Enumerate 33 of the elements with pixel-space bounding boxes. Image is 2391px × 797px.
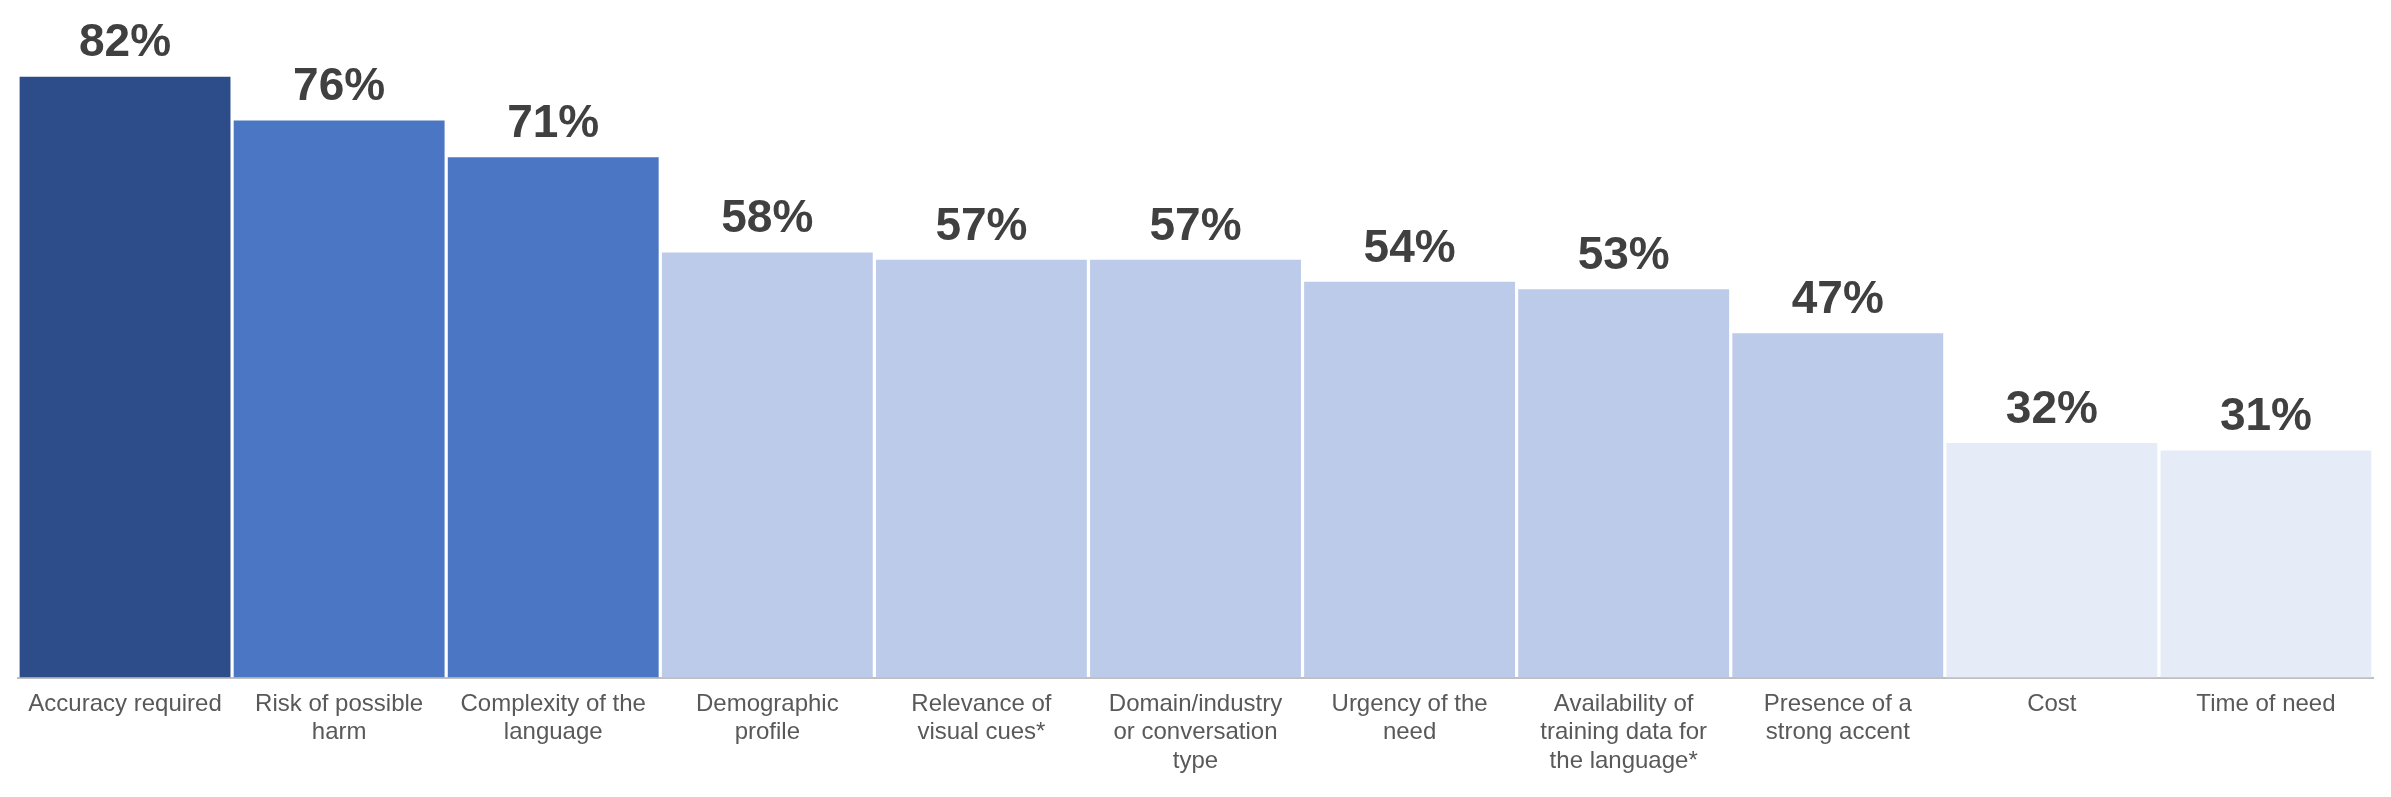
x-tick-label: Presence of a strong accent bbox=[1763, 688, 1913, 745]
bar bbox=[1304, 281, 1516, 678]
data-label: 53% bbox=[1577, 226, 1670, 279]
bar bbox=[875, 259, 1087, 678]
x-tick-label: Availability of training data for the language* bbox=[1540, 688, 1708, 774]
x-tick-label: Accuracy required bbox=[28, 688, 222, 716]
data-label: 58% bbox=[721, 190, 814, 243]
x-tick-label: Domain/industry or conversation type bbox=[1108, 688, 1283, 774]
x-tick-label: Cost bbox=[2027, 688, 2077, 716]
bar bbox=[2160, 450, 2372, 678]
bar bbox=[19, 76, 231, 678]
x-tick-label: Demographic profile bbox=[695, 688, 839, 745]
x-tick-label: Time of need bbox=[2196, 688, 2336, 716]
data-label: 71% bbox=[507, 94, 600, 147]
x-tick-label: Relevance of visual cues* bbox=[911, 688, 1052, 745]
data-label: 47% bbox=[1791, 270, 1884, 323]
data-label: 32% bbox=[2005, 380, 2098, 433]
data-label: 82% bbox=[79, 14, 172, 67]
data-label: 31% bbox=[2219, 388, 2312, 441]
bar bbox=[447, 157, 659, 678]
x-tick-label: Complexity of the language bbox=[460, 688, 646, 745]
bar bbox=[1946, 443, 2158, 678]
x-tick-label: Risk of possible harm bbox=[255, 688, 424, 745]
x-tick-label: Urgency of the need bbox=[1331, 688, 1488, 745]
bar bbox=[233, 120, 445, 678]
bar bbox=[1732, 333, 1944, 678]
data-label: 54% bbox=[1363, 219, 1456, 272]
data-label: 57% bbox=[1149, 197, 1242, 250]
data-label: 57% bbox=[935, 197, 1028, 250]
bar bbox=[661, 252, 873, 678]
bar bbox=[1090, 259, 1301, 678]
data-label: 76% bbox=[293, 58, 386, 111]
bar bbox=[1518, 289, 1730, 678]
